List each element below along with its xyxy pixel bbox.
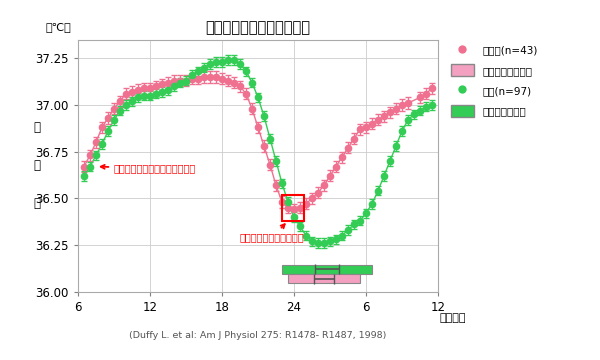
Text: （時刻）: （時刻） [440,313,466,323]
Bar [282,194,304,221]
Bar [282,265,372,274]
Text: 体温変動のタイミングが早まる: 体温変動のタイミングが早まる [101,163,196,174]
Text: （℃）: （℃） [46,22,71,32]
Text: 温: 温 [33,197,40,210]
Text: 体温があまり下がらない: 体温があまり下がらない [240,224,305,243]
Legend: 高齢者(n=43), 高齢者の睡眠時間, 若者(n=97), 若者の睡眠時間: 高齢者(n=43), 高齢者の睡眠時間, 若者(n=97), 若者の睡眠時間 [447,40,542,121]
Title: 若者と高齢者の体温リズム: 若者と高齢者の体温リズム [205,21,311,36]
Text: 心: 心 [33,159,40,172]
Text: 核: 核 [33,121,40,134]
Text: (Duffy L. et al: Am J Physiol 275: R1478- R1487, 1998): (Duffy L. et al: Am J Physiol 275: R1478… [130,330,386,339]
Bar [288,274,360,283]
